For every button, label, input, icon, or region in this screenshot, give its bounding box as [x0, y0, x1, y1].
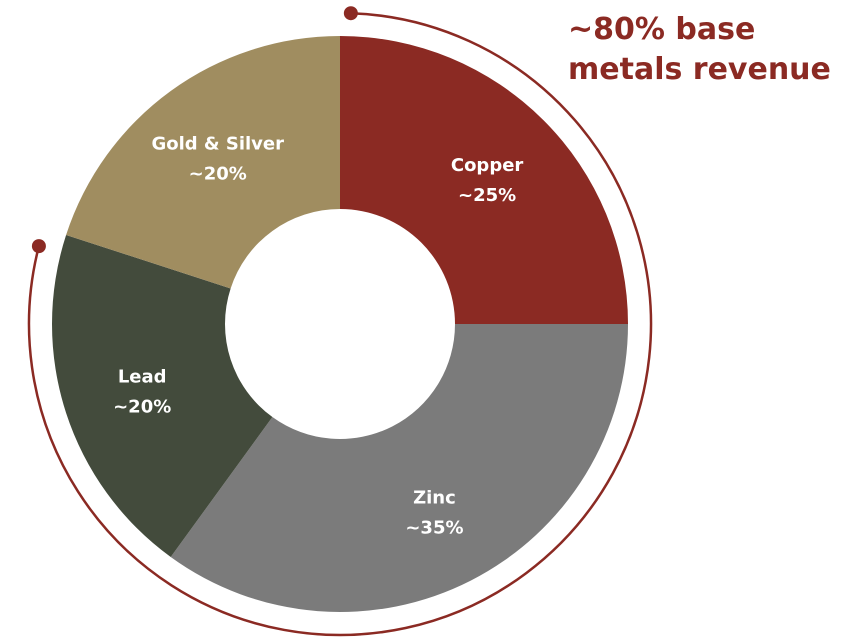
- callout-line-1: ~80% base: [568, 12, 756, 47]
- slice-value-zinc: ~35%: [405, 517, 463, 538]
- slice-labels: Copper ~25% Zinc ~35% Lead ~20% Gold & Silver ~…: [113, 134, 523, 539]
- slice-gold-silver: [66, 36, 340, 289]
- slice-value-lead: ~20%: [113, 396, 171, 417]
- bracket-end-dot: [31, 239, 46, 254]
- slice-zinc: [170, 324, 629, 612]
- slice-name-gold-silver: Gold & Silver: [151, 134, 284, 155]
- slice-name-zinc: Zinc: [413, 487, 456, 508]
- slice-value-gold-silver: ~20%: [189, 164, 247, 185]
- slice-copper: [340, 36, 628, 324]
- bracket-arc: [27, 11, 653, 637]
- base-metals-bracket: [27, 6, 653, 637]
- base-metals-callout: ~80% base metals revenue: [568, 10, 858, 90]
- slice-label-gold-silver: Gold & Silver ~20%: [151, 134, 284, 185]
- donut-slices: [52, 36, 629, 612]
- slice-lead: [52, 235, 273, 557]
- slice-name-lead: Lead: [118, 366, 167, 387]
- slice-label-lead: Lead ~20%: [113, 366, 171, 417]
- callout-line-2: metals revenue: [568, 52, 831, 87]
- bracket-start-dot: [343, 6, 358, 21]
- slice-label-copper: Copper ~25%: [451, 155, 524, 206]
- slice-value-copper: ~25%: [458, 185, 516, 206]
- slice-label-zinc: Zinc ~35%: [405, 487, 463, 538]
- slice-name-copper: Copper: [451, 155, 524, 176]
